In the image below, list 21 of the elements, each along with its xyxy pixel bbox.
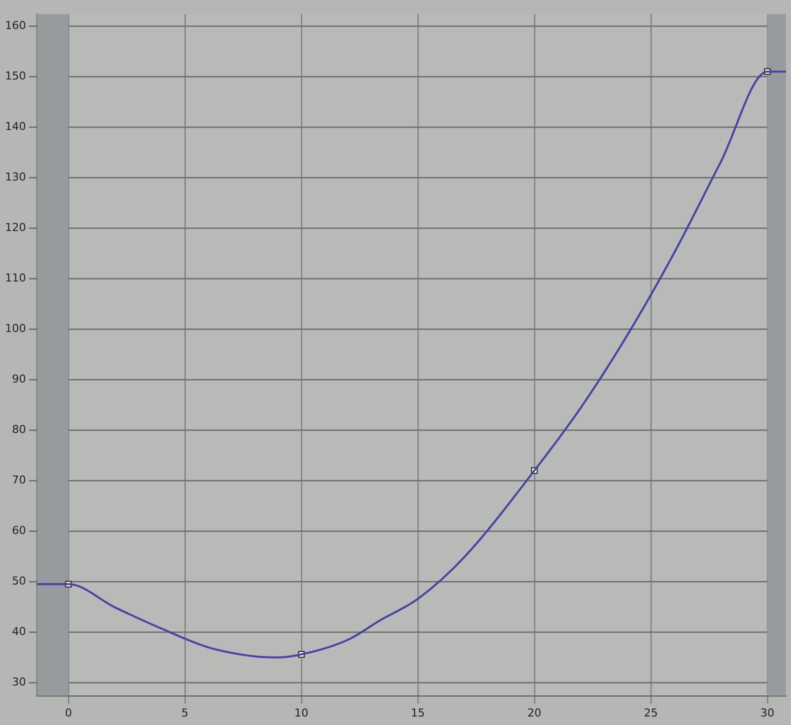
x-tick-label: 25 [644, 706, 658, 720]
x-tick-label: 5 [181, 706, 188, 720]
y-tick-label: 100 [4, 322, 26, 335]
y-tick-label: 40 [12, 625, 26, 638]
y-tick-label: 120 [4, 220, 26, 234]
y-tick-label: 140 [4, 120, 26, 133]
x-tick-label: 10 [294, 706, 308, 720]
x-tick-label: 0 [64, 706, 72, 720]
y-tick-label: 60 [12, 524, 26, 538]
y-tick-label: 110 [4, 272, 26, 284]
y-tick-label: 130 [4, 170, 26, 184]
x-tick-label: 20 [527, 706, 542, 720]
y-tick-label: 50 [12, 574, 26, 588]
x-tick-label: 15 [410, 706, 425, 720]
y-tick-label: 30 [12, 676, 26, 689]
x-tick-label: 30 [760, 706, 774, 720]
y-tick-label: 70 [12, 474, 26, 487]
y-tick-label: 160 [4, 18, 26, 32]
y-tick-label: 80 [12, 423, 26, 436]
y-tick-label: 150 [4, 69, 26, 82]
y-tick-label: 90 [12, 372, 26, 386]
